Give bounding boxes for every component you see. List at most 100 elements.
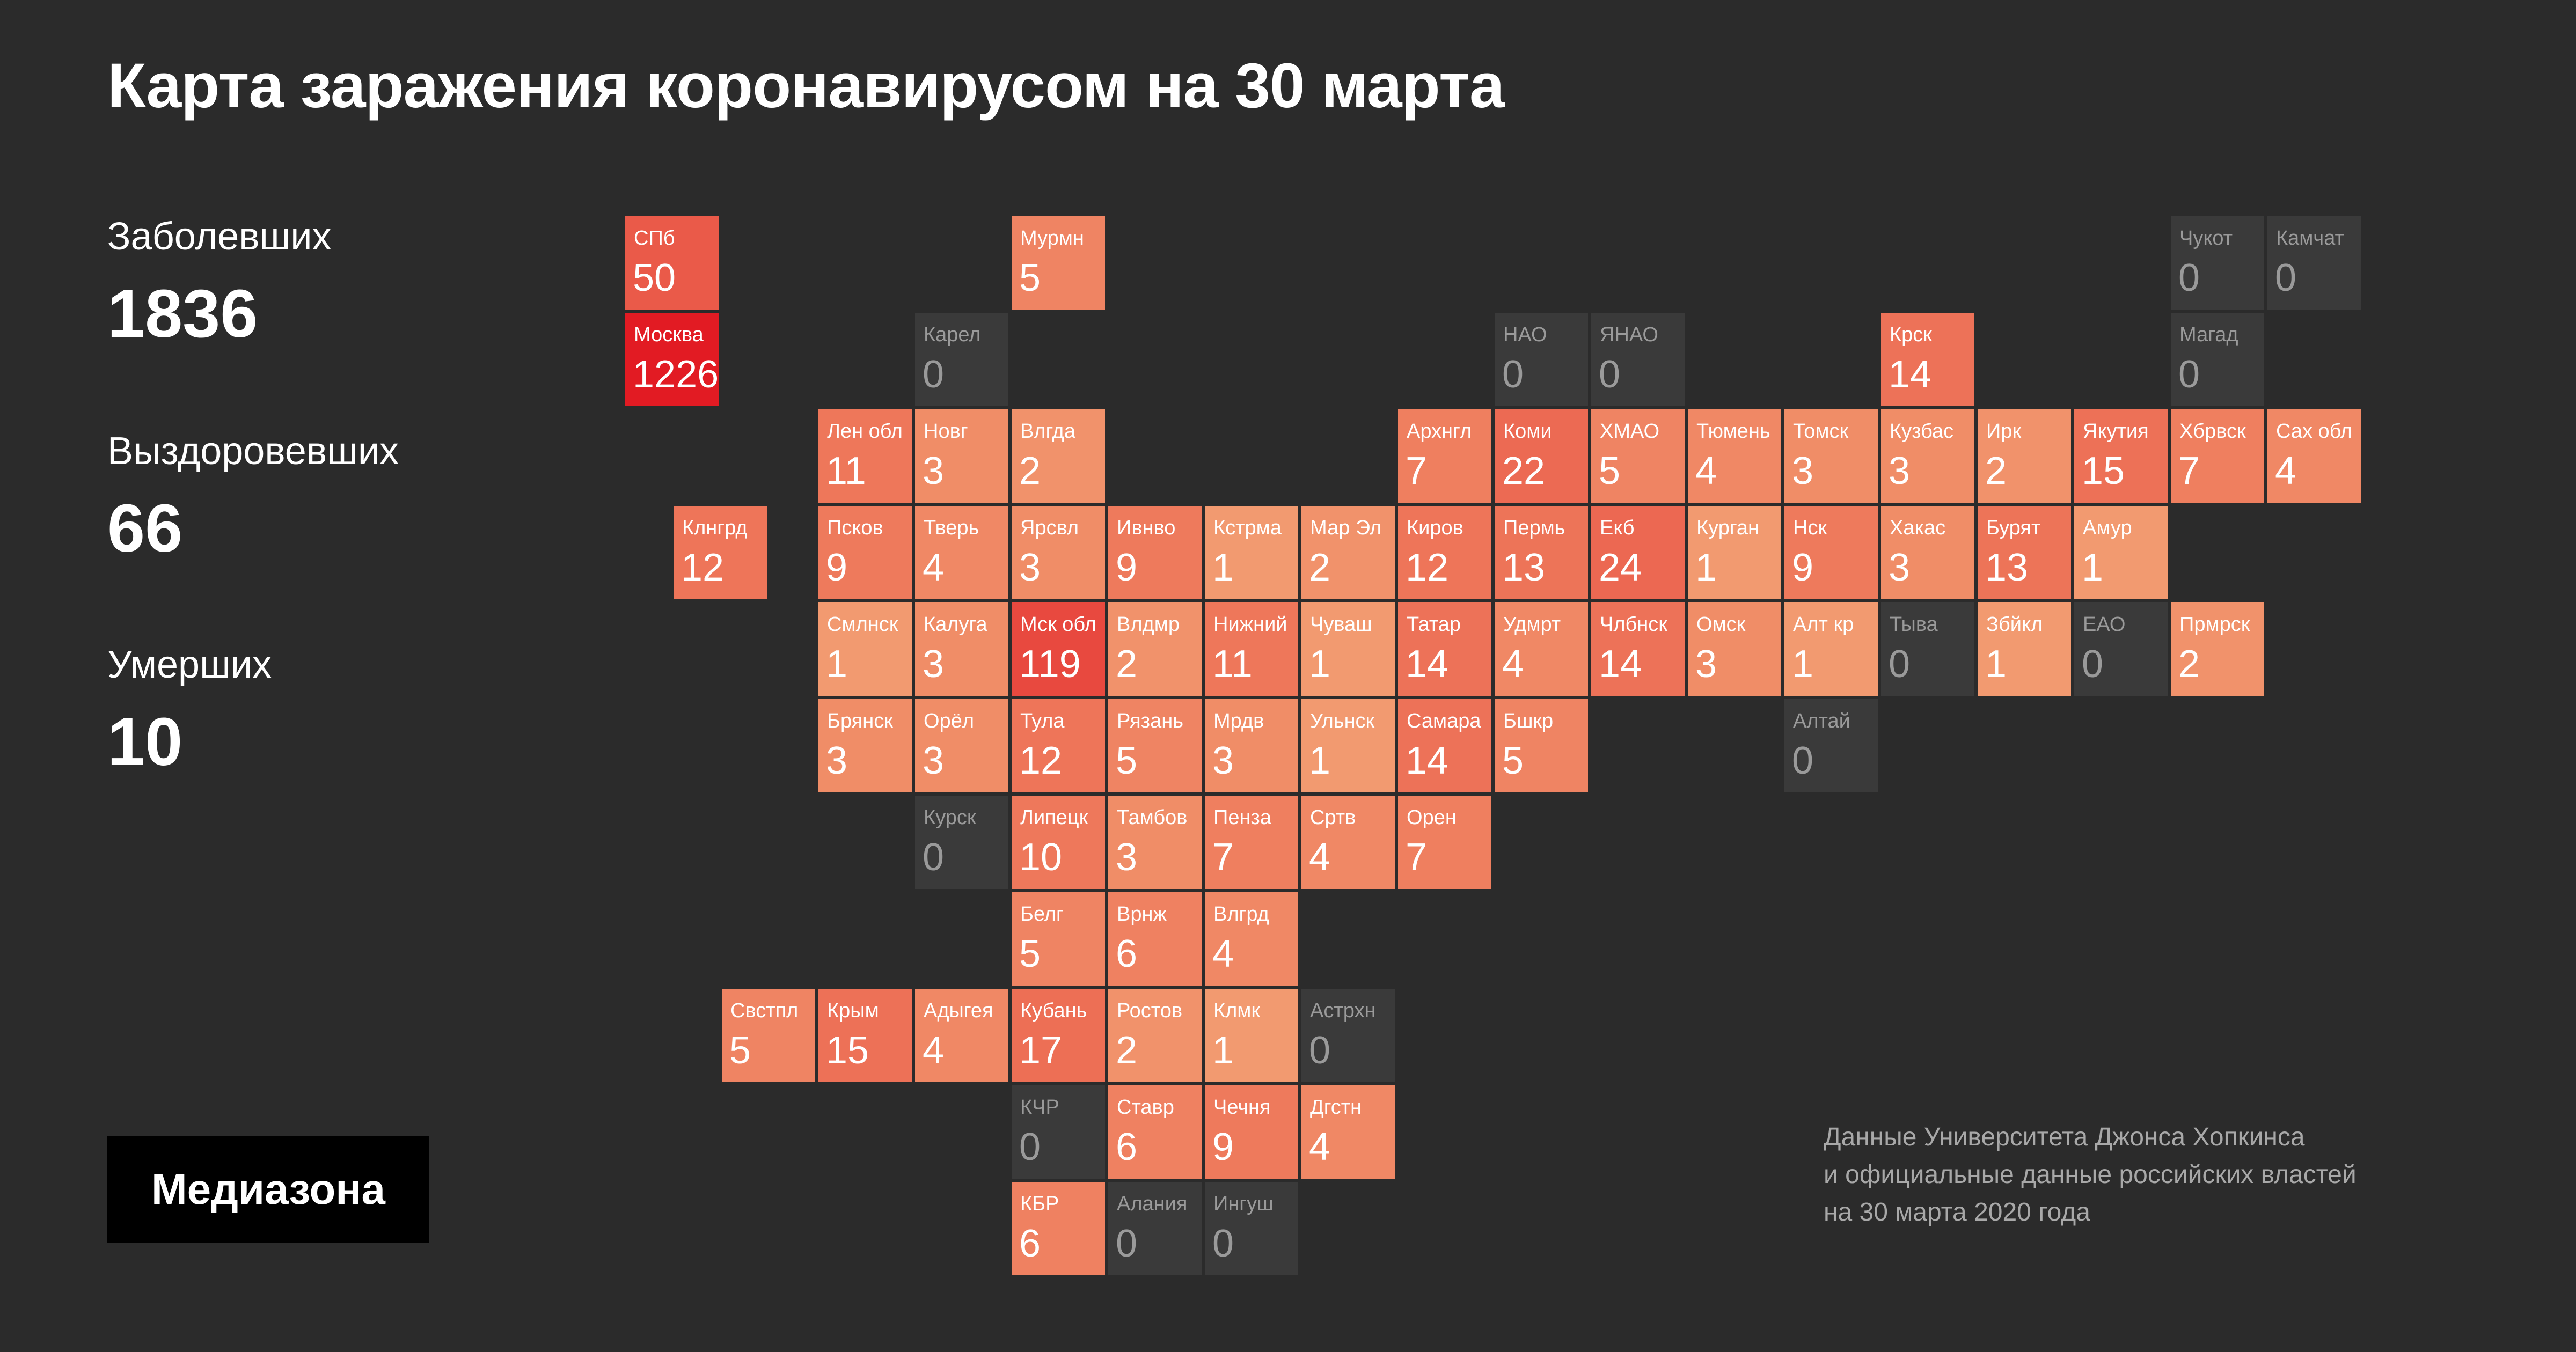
region-value: 7 [1406,836,1428,879]
region-value: 11 [1212,643,1253,686]
region-value: 11 [826,450,866,493]
region-tile: Свстпл 5 [722,989,815,1082]
region-name: Якутия [2083,420,2149,443]
region-value: 4 [1212,932,1234,975]
region-name: Карел [924,324,981,346]
region-name: Тамбов [1117,806,1188,829]
region-tile: Тамбов 3 [1108,796,1202,889]
region-name: Липецк [1020,806,1088,829]
region-tile: Архнгл 7 [1398,409,1491,503]
region-name: Бурят [1986,517,2041,539]
region-tile: Ставр 6 [1108,1085,1202,1179]
region-value: 22 [1502,450,1546,493]
region-value: 7 [2178,450,2200,493]
region-name: Коми [1503,420,1552,443]
stat-label-deaths: Умерших [107,643,272,686]
region-value: 119 [1019,643,1081,686]
region-name: Курган [1696,517,1759,539]
region-tile: Белг 5 [1012,892,1105,986]
region-value: 2 [1309,546,1331,589]
region-tile: Орёл 3 [915,699,1008,792]
region-value: 1 [1985,643,2007,686]
region-value: 5 [1502,739,1524,782]
region-value: 0 [2082,643,2104,686]
region-value: 24 [1599,546,1642,589]
region-value: 4 [923,546,945,589]
region-name: Сах обл [2276,420,2352,443]
region-name: Ирк [1986,420,2022,443]
region-value: 13 [1502,546,1546,589]
stat-value-infected: 1836 [107,276,258,351]
region-value: 2 [1985,450,2007,493]
region-tile: Пенза 7 [1205,796,1298,889]
region-value: 3 [923,739,945,782]
region-name: Курск [924,806,976,829]
region-tile: Калуга 3 [915,602,1008,696]
region-tile: Алания 0 [1108,1182,1202,1275]
region-value: 14 [1406,643,1449,686]
region-tile: Клмк 1 [1205,989,1298,1082]
region-value: 12 [1406,546,1449,589]
region-name: Клнгрд [682,517,748,539]
region-name: Чечня [1213,1096,1271,1119]
region-tile: Татар 14 [1398,602,1491,696]
region-value: 1 [1695,546,1717,589]
region-value: 1 [1309,739,1331,782]
region-tile: Амур 1 [2074,506,2168,599]
region-value: 0 [923,836,945,879]
region-name: Алания [1117,1193,1188,1215]
region-name: Рязань [1117,710,1184,732]
region-value: 12 [1019,739,1063,782]
region-tile: КБР 6 [1012,1182,1105,1275]
region-tile: Курск 0 [915,796,1008,889]
region-value: 15 [826,1029,869,1072]
region-value: 2 [2178,643,2200,686]
region-tile: Влдмр 2 [1108,602,1202,696]
region-tile: Нижний 11 [1205,602,1298,696]
region-name: Орёл [924,710,974,732]
region-value: 0 [923,353,945,396]
region-tile: Дгстн 4 [1301,1085,1395,1179]
region-name: Кубань [1020,1000,1087,1022]
region-tile: Нск 9 [1784,506,1878,599]
region-name: Тыва [1890,613,1938,636]
region-name: Брянск [827,710,893,732]
region-value: 0 [1792,739,1814,782]
region-value: 5 [1599,450,1621,493]
region-value: 17 [1019,1029,1063,1072]
region-tile: Карел 0 [915,313,1008,406]
region-value: 0 [1599,353,1621,396]
region-name: Кузбас [1890,420,1954,443]
region-tile: Ульнск 1 [1301,699,1395,792]
region-tile: Сах обл 4 [2267,409,2361,503]
region-value: 0 [2178,256,2200,299]
region-name: Влдмр [1117,613,1180,636]
region-value: 9 [826,546,848,589]
region-tile: Мск обл 119 [1012,602,1105,696]
region-value: 5 [729,1029,751,1072]
region-tile: Ростов 2 [1108,989,1202,1082]
region-tile: ЯНАО 0 [1591,313,1685,406]
region-name: Удмрт [1503,613,1561,636]
region-value: 13 [1985,546,2029,589]
region-name: Москва [634,324,704,346]
region-value: 1 [826,643,848,686]
region-tile: Липецк 10 [1012,796,1105,889]
region-tile: Тверь 4 [915,506,1008,599]
region-tile: Смлнск 1 [818,602,912,696]
region-value: 1 [1212,1029,1234,1072]
region-name: Мурмн [1020,227,1084,249]
region-tile: КЧР 0 [1012,1085,1105,1179]
region-value: 14 [1599,643,1642,686]
region-tile: СПб 50 [625,216,719,310]
region-name: Орен [1407,806,1457,829]
region-name: Тюмень [1696,420,1770,443]
region-tile: Псков 9 [818,506,912,599]
region-value: 7 [1212,836,1234,879]
region-value: 3 [826,739,848,782]
region-name: Мрдв [1213,710,1264,732]
region-value: 3 [1889,546,1911,589]
region-name: Тверь [924,517,979,539]
region-tile: Ирк 2 [1978,409,2071,503]
region-tile: Мар Эл 2 [1301,506,1395,599]
